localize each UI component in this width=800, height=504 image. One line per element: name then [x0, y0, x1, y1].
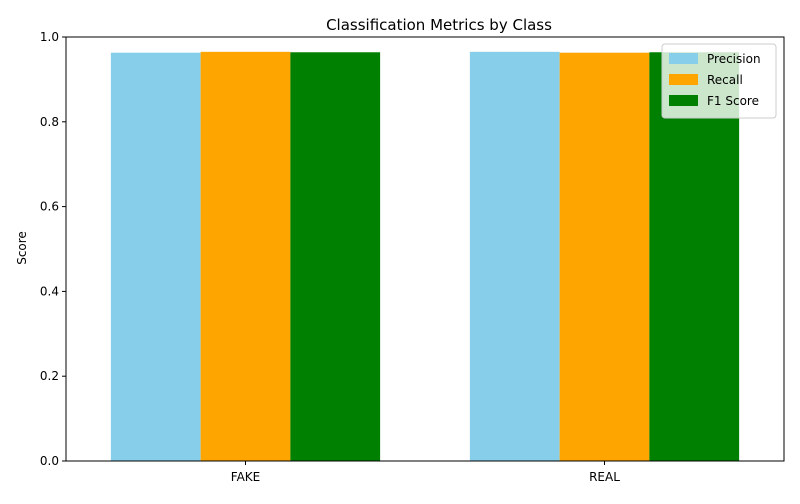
bar-f1-score-real [649, 52, 740, 461]
legend-swatch [669, 53, 698, 64]
bars-layer [110, 51, 740, 462]
legend-swatch [669, 74, 698, 85]
plot-frame [65, 36, 785, 462]
y-tick-label: 0.8 [40, 115, 59, 129]
chart-title: Classification Metrics by Class [326, 16, 552, 34]
y-tick-label: 0.2 [40, 369, 59, 383]
y-tick-label: 0.6 [40, 200, 59, 214]
legend: Precision Recall F1 Score [661, 43, 777, 119]
bar-recall-real [559, 52, 650, 462]
legend-swatch [669, 95, 698, 106]
legend-label: F1 Score [707, 94, 759, 108]
bar-f1-score-fake [290, 52, 381, 461]
bar-precision-real [469, 51, 560, 462]
y-tick-label: 0.0 [40, 454, 59, 468]
bar-precision-fake [110, 52, 201, 462]
bar-recall-fake [200, 51, 291, 462]
y-tick-label: 0.4 [40, 284, 59, 298]
axes-layer: 0.0 0.2 0.4 0.6 0.8 1.0 FAKE REAL [40, 30, 785, 484]
legend-label: Precision [707, 52, 761, 66]
x-tick-label: REAL [589, 470, 620, 484]
x-tick-label: FAKE [231, 470, 260, 484]
y-tick-label: 1.0 [40, 30, 59, 44]
y-axis-label: Score [15, 231, 29, 265]
legend-label: Recall [707, 73, 743, 87]
